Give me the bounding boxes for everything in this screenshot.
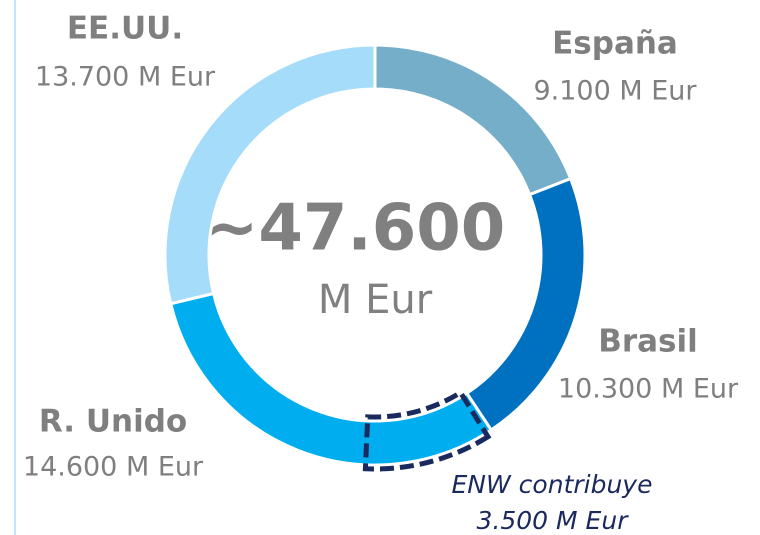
donut-slice — [163, 43, 377, 306]
slice-name: España — [552, 26, 678, 62]
donut-slice — [373, 43, 573, 197]
highlight-box — [362, 389, 492, 472]
slice-name: R. Unido — [39, 404, 187, 440]
slice-value: 9.100 M Eur — [533, 76, 697, 107]
center-unit: M Eur — [318, 277, 433, 323]
slice-value: 14.600 M Eur — [23, 452, 204, 483]
slice-name: Brasil — [598, 324, 698, 360]
highlight-value: 3.500 M Eur — [477, 506, 630, 535]
center-total: ~47.600 — [205, 192, 506, 266]
highlight-name: ENW contribuye — [452, 470, 653, 499]
slice-value: 13.700 M Eur — [35, 62, 216, 93]
slice-value: 10.300 M Eur — [558, 374, 739, 405]
slice-name: EE.UU. — [67, 11, 183, 47]
